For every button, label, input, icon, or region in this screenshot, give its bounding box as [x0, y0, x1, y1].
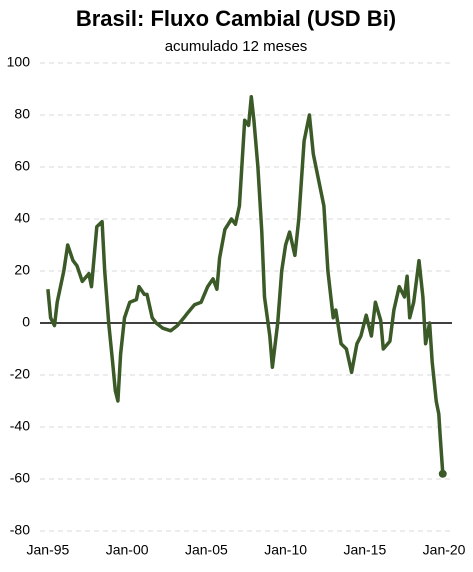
- x-tick-label: Jan-00: [106, 542, 149, 558]
- y-tick-label: -60: [10, 470, 30, 486]
- x-tick-label: Jan-95: [27, 542, 70, 558]
- y-tick-label: 80: [14, 106, 30, 122]
- y-tick-label: 100: [7, 54, 31, 70]
- x-tick-label: Jan-20: [423, 542, 466, 558]
- x-tick-label: Jan-05: [185, 542, 228, 558]
- end-marker: [438, 469, 447, 478]
- y-tick-label: 40: [14, 210, 30, 226]
- chart-title: Brasil: Fluxo Cambial (USD Bi): [76, 6, 396, 31]
- y-tick-label: -20: [10, 366, 30, 382]
- y-tick-label: 0: [22, 314, 30, 330]
- y-tick-label: 20: [14, 262, 30, 278]
- y-tick-label: -80: [10, 522, 30, 538]
- chart-subtitle: acumulado 12 meses: [165, 38, 308, 55]
- y-tick-label: -40: [10, 418, 30, 434]
- series-line: [46, 95, 445, 474]
- y-tick-label: 60: [14, 158, 30, 174]
- x-tick-label: Jan-10: [264, 542, 307, 558]
- x-tick-label: Jan-15: [343, 542, 386, 558]
